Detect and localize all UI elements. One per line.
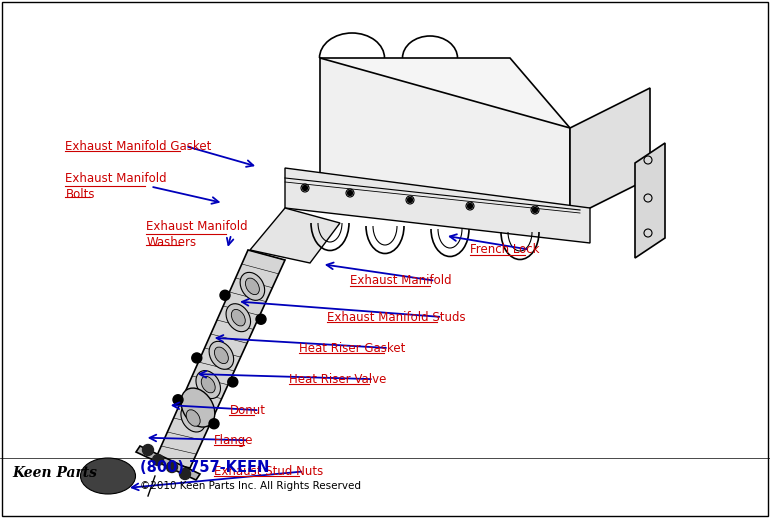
Polygon shape [250,208,340,263]
Polygon shape [320,58,570,218]
Text: Exhaust Manifold Gasket: Exhaust Manifold Gasket [65,139,212,153]
Circle shape [142,444,153,455]
Circle shape [173,395,183,405]
Circle shape [209,419,219,429]
Polygon shape [320,58,570,128]
Text: Exhaust Stud Nuts: Exhaust Stud Nuts [214,465,323,478]
Circle shape [347,191,353,195]
Circle shape [407,197,413,203]
Polygon shape [136,446,200,480]
Ellipse shape [181,388,215,427]
Circle shape [228,377,238,387]
Ellipse shape [181,404,206,432]
Ellipse shape [214,347,229,364]
Text: Exhaust Manifold Studs: Exhaust Manifold Studs [327,310,466,324]
Text: Heat Riser Valve: Heat Riser Valve [289,372,386,386]
Circle shape [256,314,266,324]
Circle shape [179,468,190,480]
Circle shape [303,185,307,191]
Ellipse shape [226,304,250,332]
Circle shape [192,353,202,363]
Text: Exhaust Manifold
Bolts: Exhaust Manifold Bolts [65,172,167,201]
Text: (800) 757-KEEN: (800) 757-KEEN [140,461,270,476]
Polygon shape [570,88,650,218]
Polygon shape [285,168,590,243]
Text: Keen Parts: Keen Parts [12,466,97,480]
Ellipse shape [201,376,215,393]
Ellipse shape [186,410,200,426]
Circle shape [533,208,537,212]
Ellipse shape [240,272,265,300]
Circle shape [220,290,230,300]
Polygon shape [635,143,665,258]
Text: Exhaust Manifold: Exhaust Manifold [350,274,452,287]
Text: Exhaust Manifold
Washers: Exhaust Manifold Washers [146,220,248,249]
Text: French Lock: French Lock [470,243,539,256]
Text: Heat Riser Gasket: Heat Riser Gasket [299,341,405,355]
Circle shape [152,454,163,466]
Text: Donut: Donut [229,404,266,417]
Ellipse shape [246,278,259,295]
Circle shape [467,204,473,209]
Ellipse shape [209,341,233,369]
Text: Flange: Flange [214,434,253,447]
Text: ©2010 Keen Parts Inc. All Rights Reserved: ©2010 Keen Parts Inc. All Rights Reserve… [140,481,361,491]
Polygon shape [155,250,285,468]
Ellipse shape [196,370,220,398]
Ellipse shape [81,458,136,494]
Ellipse shape [231,309,246,326]
Circle shape [166,462,178,472]
